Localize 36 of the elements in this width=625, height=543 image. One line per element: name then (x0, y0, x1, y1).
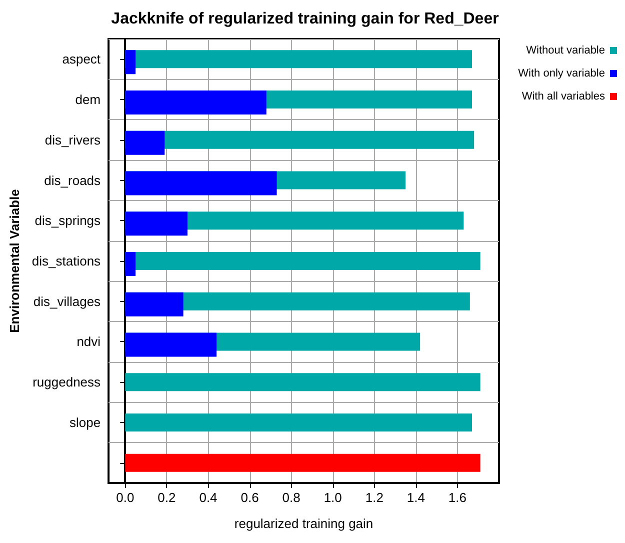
bar (125, 332, 217, 357)
bar (125, 454, 480, 472)
bar (125, 50, 136, 74)
y-tick-label: ndvi (76, 334, 101, 350)
legend-label: With only variable (518, 68, 605, 80)
bar (125, 292, 184, 316)
y-tick-label: slope (69, 414, 101, 430)
x-tick-label: 1.4 (406, 490, 425, 505)
x-tick-label: 1.0 (324, 490, 342, 505)
y-tick-label: dis_roads (44, 172, 102, 188)
chart-title: Jackknife of regularized training gain for Red_Deer (111, 10, 499, 28)
y-tick-label: dis_springs (34, 213, 102, 228)
x-tick-label: 1.6 (448, 490, 466, 505)
y-axis-title: Environmental Variable (7, 189, 22, 333)
x-tick-label: 0.0 (116, 490, 134, 505)
x-axis-title: regularized training gain (234, 516, 374, 531)
bar (125, 413, 472, 432)
bar (125, 252, 136, 276)
x-tick-label: 0.4 (199, 490, 218, 505)
y-tick-label: dem (75, 92, 101, 108)
y-tick-label: dis_stations (32, 254, 102, 268)
y-tick-label: dis_rivers (44, 132, 102, 148)
y-tick-label: ruggedness (32, 374, 102, 390)
bar (125, 171, 277, 196)
bar (125, 90, 266, 115)
legend-label: Without variable (526, 44, 605, 56)
x-tick-label: 0.6 (240, 490, 259, 505)
y-tick-label: aspect (62, 52, 101, 67)
bar (125, 130, 165, 155)
x-tick-label: 0.8 (282, 490, 300, 505)
bar (125, 212, 188, 236)
x-tick-label: 0.2 (158, 490, 176, 505)
y-tick-label: dis_villages (33, 294, 102, 309)
x-tick-label: 1.2 (365, 490, 384, 505)
legend-label: With all variables (522, 90, 606, 102)
bar (125, 373, 480, 392)
